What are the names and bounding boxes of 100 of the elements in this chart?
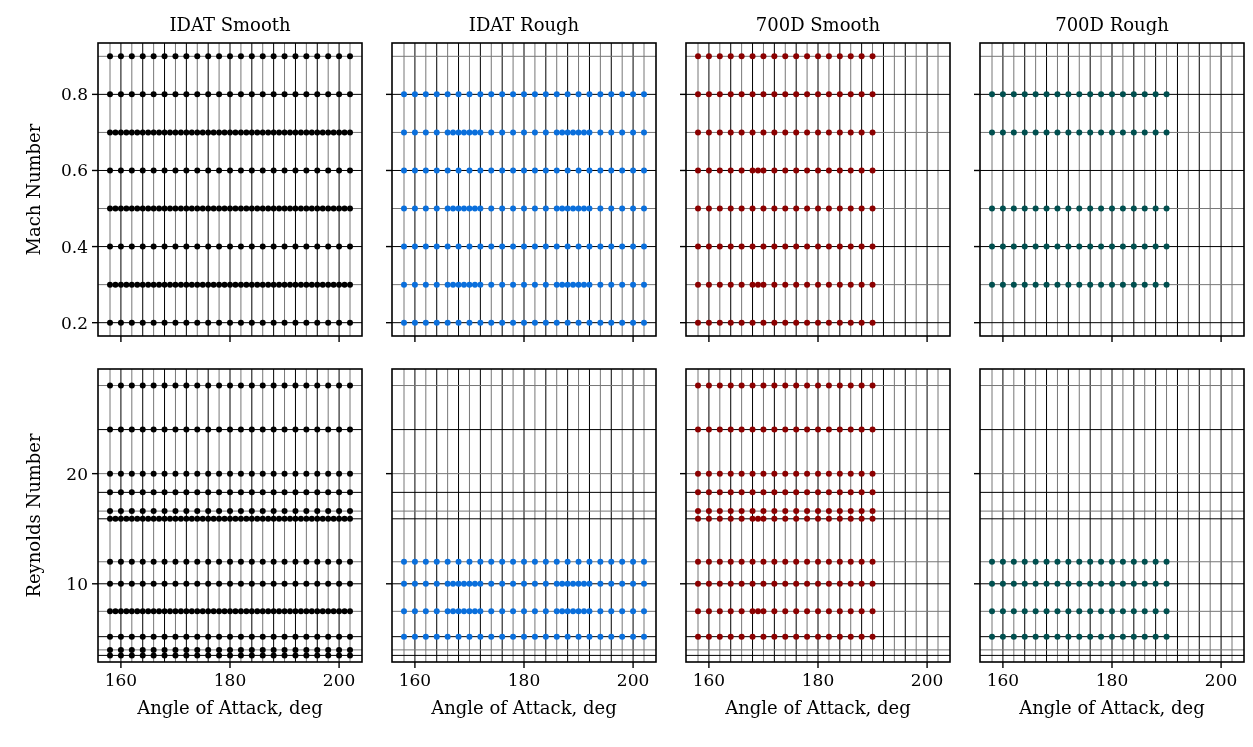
point xyxy=(401,319,407,326)
point xyxy=(216,470,223,477)
point xyxy=(542,243,549,250)
point xyxy=(227,281,233,288)
point xyxy=(194,558,201,565)
point xyxy=(433,580,440,587)
point xyxy=(270,489,277,496)
point xyxy=(858,608,865,615)
point xyxy=(793,426,800,433)
point xyxy=(134,205,141,212)
point xyxy=(531,129,538,136)
point xyxy=(216,243,223,250)
point xyxy=(793,205,800,212)
point xyxy=(760,515,767,522)
point xyxy=(183,633,190,640)
x-axis-title: Angle of Attack, deg xyxy=(1018,697,1205,718)
point xyxy=(347,167,353,174)
point xyxy=(161,558,168,565)
point xyxy=(559,129,566,136)
point xyxy=(999,205,1006,212)
point xyxy=(564,281,571,288)
point xyxy=(630,558,637,565)
point xyxy=(455,205,462,212)
point xyxy=(1043,205,1050,212)
point xyxy=(510,243,517,250)
point xyxy=(749,205,756,212)
point xyxy=(793,515,800,522)
point xyxy=(254,205,261,212)
point xyxy=(156,205,163,212)
point xyxy=(804,243,811,250)
point xyxy=(411,319,418,326)
point xyxy=(1163,608,1170,615)
point xyxy=(510,281,517,288)
point xyxy=(716,91,723,98)
point xyxy=(499,91,506,98)
point xyxy=(771,470,778,477)
point xyxy=(488,558,495,565)
point xyxy=(1109,243,1115,250)
point xyxy=(847,281,854,288)
point xyxy=(276,608,283,615)
point xyxy=(1043,580,1050,587)
point xyxy=(471,129,478,136)
point xyxy=(308,281,315,288)
y-tick-label: 10 xyxy=(66,573,88,594)
point xyxy=(836,129,843,136)
point xyxy=(281,319,288,326)
point xyxy=(727,508,734,515)
point xyxy=(793,53,800,60)
point xyxy=(341,608,348,615)
point xyxy=(630,608,637,615)
point xyxy=(815,515,821,522)
point xyxy=(570,129,577,136)
y-tick-label: 0.6 xyxy=(60,160,88,181)
point xyxy=(749,633,756,640)
point xyxy=(825,508,832,515)
point xyxy=(1119,608,1126,615)
point xyxy=(401,558,407,565)
point xyxy=(227,608,233,615)
point xyxy=(825,558,832,565)
point xyxy=(194,652,201,659)
point xyxy=(461,608,467,615)
point xyxy=(188,608,195,615)
point xyxy=(553,129,560,136)
point xyxy=(619,167,626,174)
point xyxy=(1076,129,1083,136)
point xyxy=(172,652,179,659)
point xyxy=(858,382,865,389)
point xyxy=(205,470,212,477)
point xyxy=(281,508,288,515)
point xyxy=(608,633,615,640)
point xyxy=(183,489,190,496)
point xyxy=(205,205,212,212)
point xyxy=(716,558,723,565)
point xyxy=(815,129,821,136)
point xyxy=(738,167,745,174)
point xyxy=(619,580,626,587)
point xyxy=(216,426,223,433)
point xyxy=(804,633,811,640)
point xyxy=(1109,91,1115,98)
point xyxy=(270,167,277,174)
point xyxy=(1141,580,1148,587)
point xyxy=(292,205,299,212)
point xyxy=(999,608,1006,615)
point xyxy=(477,319,484,326)
point xyxy=(221,129,228,136)
point xyxy=(1054,580,1061,587)
point xyxy=(542,319,549,326)
point xyxy=(782,243,789,250)
point xyxy=(586,558,593,565)
y-tick-label: 0.4 xyxy=(60,236,88,257)
point xyxy=(793,243,800,250)
point xyxy=(716,382,723,389)
point xyxy=(183,319,190,326)
point xyxy=(237,515,244,522)
point xyxy=(281,426,288,433)
point xyxy=(1076,281,1083,288)
point xyxy=(107,633,113,640)
point xyxy=(194,319,201,326)
point xyxy=(205,129,212,136)
point xyxy=(619,633,626,640)
